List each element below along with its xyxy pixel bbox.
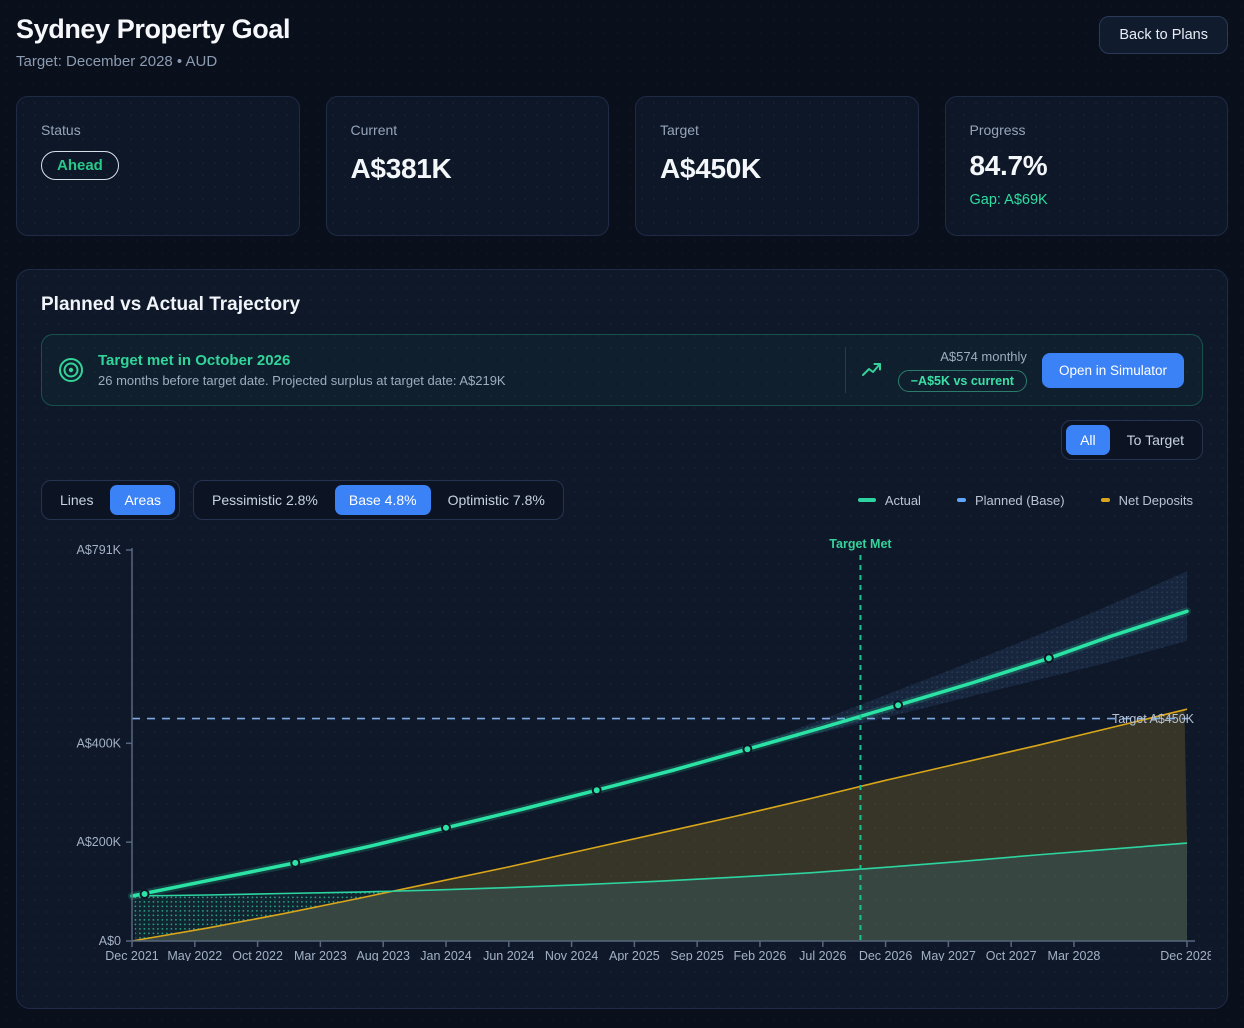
x-tick-label: Feb 2026 <box>734 949 787 961</box>
projection-band-texture <box>709 571 1187 758</box>
monthly-amount: A$574 monthly <box>940 348 1027 364</box>
actual-marker <box>139 889 150 900</box>
x-tick-label: Dec 2026 <box>859 949 913 961</box>
y-tick-label: A$0 <box>99 934 121 948</box>
current-value: A$381K <box>350 153 452 184</box>
chart-area: Target A$450K Target Met A$0 A$200K A$400K A$… <box>71 536 1214 966</box>
banner-divider <box>844 347 846 393</box>
x-tick-label: Aug 2023 <box>356 949 410 961</box>
legend-swatch <box>956 498 966 502</box>
progress-card: Progress 84.7% Gap: A$69K <box>944 96 1228 236</box>
page-subtitle: Target: December 2028 • AUD <box>16 53 218 70</box>
fill-under-lower-line <box>132 843 1187 941</box>
fill-hatched-gap <box>132 891 394 941</box>
current-label: Current <box>350 122 398 138</box>
trajectory-chart: Target A$450K Target Met A$0 A$200K A$400K A$… <box>77 537 1214 963</box>
x-tick-label: Jul 2026 <box>799 949 846 961</box>
actual-marker <box>742 744 753 755</box>
target-line-label: Target A$450K <box>1112 712 1195 726</box>
status-card: Status Ahead <box>16 96 300 236</box>
trajectory-card: Planned vs Actual Trajectory Target met … <box>16 269 1228 1009</box>
scenario-toggle-group: Pessimistic 2.8% Base 4.8% Optimistic 7.8% <box>193 480 564 520</box>
delta-vs-current-badge: −A$5K vs current <box>897 369 1027 392</box>
actual-line <box>130 609 1189 898</box>
planned-base-line <box>131 842 1188 897</box>
legend-swatch <box>857 498 876 502</box>
y-tick-label: A$200K <box>77 835 122 849</box>
target-value: A$450K <box>660 153 761 184</box>
target-met-label: Target Met <box>829 537 892 551</box>
legend-item-net-deposits: Net Deposits <box>1100 492 1193 508</box>
page-header: Sydney Property Goal Target: December 20… <box>16 0 1228 70</box>
legend-label: Net Deposits <box>1118 492 1193 508</box>
chart-controls-row: Lines Areas Pessimistic 2.8% Base 4.8% Opti… <box>41 480 1203 520</box>
net-deposits-line <box>131 708 1188 942</box>
banner-texts: Target met in October 2026 26 months bef… <box>98 352 506 388</box>
bullseye-icon <box>59 358 83 382</box>
x-tick-label: May 2027 <box>921 949 976 961</box>
x-tick-label: Apr 2025 <box>609 949 660 961</box>
scenario-option-optimistic-7-8-[interactable]: Optimistic 7.8% <box>434 485 559 515</box>
current-card: Current A$381K <box>325 96 609 236</box>
legend-item-actual: Actual <box>857 492 921 508</box>
trending-up-icon <box>861 363 881 376</box>
header-text: Sydney Property Goal Target: December 20… <box>16 14 290 70</box>
section-title: Planned vs Actual Trajectory <box>41 294 301 315</box>
x-tick-label: May 2022 <box>167 949 222 961</box>
banner-subtitle: 26 months before target date. Projected … <box>98 373 506 388</box>
y-tick-label: A$400K <box>77 736 122 750</box>
open-in-simulator-button[interactable]: Open in Simulator <box>1041 352 1184 388</box>
style-option-lines[interactable]: Lines <box>46 485 107 515</box>
stats-row: Status Ahead Current A$381K Target A$450… <box>16 96 1228 236</box>
x-tick-label: Jun 2024 <box>483 949 534 961</box>
scenario-option-pessimistic-2-8-[interactable]: Pessimistic 2.8% <box>198 485 332 515</box>
target-card: Target A$450K <box>635 96 919 236</box>
actual-marker <box>290 857 301 868</box>
x-tick-label: Nov 2024 <box>545 949 599 961</box>
progress-value: 84.7% <box>969 150 1048 181</box>
legend-swatch <box>1100 498 1110 502</box>
x-tick-label: Oct 2027 <box>986 949 1037 961</box>
actual-marker <box>591 785 602 796</box>
actual-marker <box>893 700 904 711</box>
actual-marker <box>1043 653 1054 664</box>
style-option-areas[interactable]: Areas <box>110 485 176 515</box>
legend-label: Actual <box>884 492 921 508</box>
style-toggle-group: Lines Areas <box>41 480 181 520</box>
banner-title: Target met in October 2026 <box>98 352 291 369</box>
x-tick-label: Mar 2023 <box>294 949 347 961</box>
legend-item-planned-base-: Planned (Base) <box>956 492 1065 508</box>
x-tick-label: Oct 2022 <box>232 949 283 961</box>
status-label: Status <box>41 122 81 138</box>
range-toggle-group: All To Target <box>1061 420 1203 460</box>
y-tick-label: A$791K <box>77 543 122 557</box>
range-toggle-row: All To Target <box>41 420 1203 460</box>
monthly-stack: A$574 monthly −A$5K vs current <box>897 348 1027 392</box>
x-tick-label: Dec 2028 <box>1160 949 1211 961</box>
scenario-option-base-4-8-[interactable]: Base 4.8% <box>334 485 431 515</box>
target-label: Target <box>660 122 699 138</box>
fill-deposits-over-planned <box>393 709 1187 892</box>
range-option-to-target[interactable]: To Target <box>1113 425 1198 455</box>
range-option-all[interactable]: All <box>1066 425 1110 455</box>
x-tick-label: Sep 2025 <box>670 949 724 961</box>
page-title: Sydney Property Goal <box>16 14 291 44</box>
banner-right: A$574 monthly −A$5K vs current Open in S… <box>844 347 1184 393</box>
progress-label: Progress <box>969 122 1026 138</box>
progress-gap: Gap: A$69K <box>969 192 1048 208</box>
actual-marker <box>440 822 451 833</box>
target-met-banner: Target met in October 2026 26 months bef… <box>41 334 1203 406</box>
x-tick-label: Jan 2024 <box>420 949 471 961</box>
back-to-plans-button[interactable]: Back to Plans <box>1099 16 1228 54</box>
chart-legend: Actual Planned (Base) Net Deposits <box>857 492 1203 508</box>
x-tick-label: Mar 2028 <box>1048 949 1101 961</box>
legend-label: Planned (Base) <box>974 492 1065 508</box>
x-tick-label: Dec 2021 <box>105 949 159 961</box>
status-badge: Ahead <box>41 151 119 180</box>
